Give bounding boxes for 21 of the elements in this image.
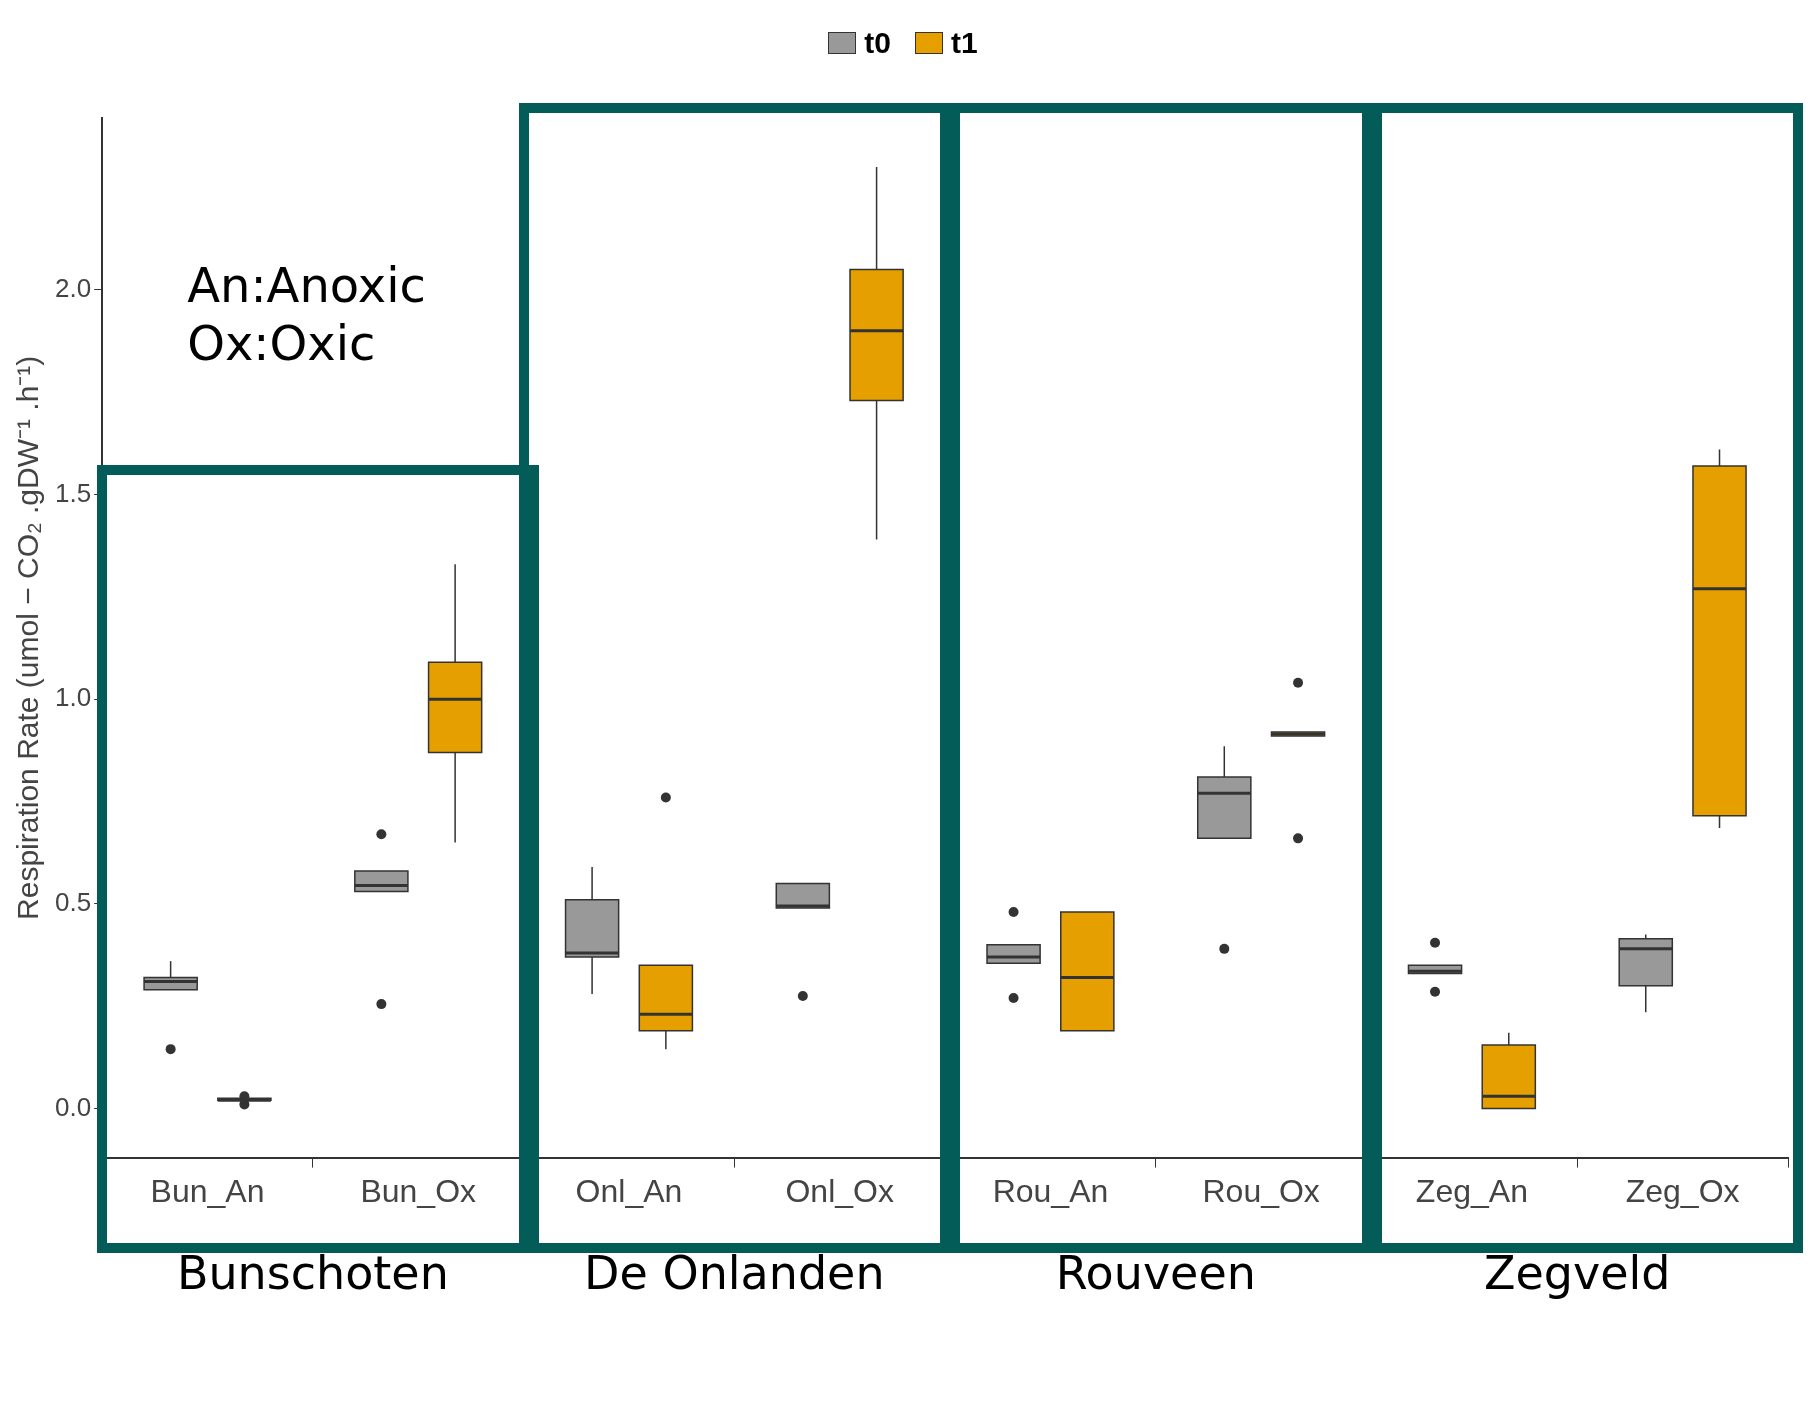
y-axis-title: Respiration Rate (umol − CO₂ .gDW⁻¹ .h⁻¹)	[11, 355, 45, 920]
legend-label: t1	[951, 26, 978, 60]
y-tick-label: 0.0	[54, 1091, 92, 1122]
x-tick-label: Zeg_Ox	[1625, 1172, 1740, 1209]
y-tick-label: 1.0	[54, 682, 92, 713]
x-tick-label: Bun_Ox	[360, 1172, 477, 1209]
text: Rouveen	[1054, 1245, 1257, 1300]
annotation: An:Anoxic Ox:Oxic	[187, 257, 426, 372]
x-tick-label: Onl_Ox	[785, 1172, 894, 1209]
legend-label: t0	[864, 26, 891, 60]
x-tick-label: Onl_An	[575, 1172, 683, 1209]
x-tick-label: Rou_An	[992, 1172, 1109, 1209]
x-tick-label: Bun_An	[150, 1172, 265, 1209]
y-tick-label: 1.5	[54, 477, 92, 508]
x-tick-label: Rou_Ox	[1202, 1172, 1320, 1209]
y-tick-label: 2.0	[54, 273, 92, 304]
y-tick-label: 0.5	[54, 887, 92, 918]
text: De Onlanden	[583, 1245, 886, 1300]
x-tick-label: Zeg_An	[1415, 1172, 1528, 1209]
text: Zegveld	[1483, 1245, 1672, 1300]
text: Bunschoten	[175, 1245, 450, 1300]
